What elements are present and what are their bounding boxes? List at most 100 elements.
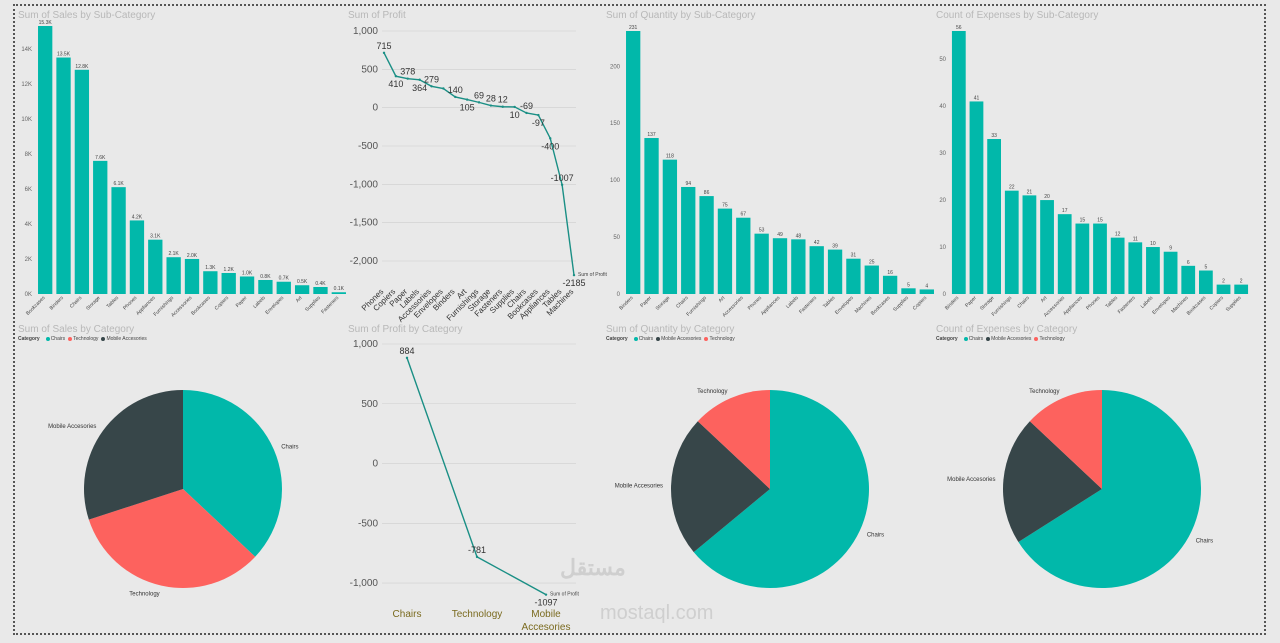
x-category-label: Phones — [747, 295, 764, 312]
bar — [1093, 223, 1107, 294]
data-label: 33 — [991, 133, 997, 139]
panel-sales-by-subcategory[interactable]: Sum of Sales by Sub-Category 0K 2K 4K 6K 8K 1… — [18, 10, 348, 320]
panel-expenses-by-category[interactable]: Count of Expenses by Category Category Ch… — [936, 324, 1256, 624]
pie-slice — [697, 390, 770, 489]
y-tick-label: 4K — [25, 222, 32, 228]
bar — [93, 160, 108, 294]
x-category-label: Phones — [122, 295, 139, 312]
data-label: 94 — [685, 181, 691, 187]
data-label: 378 — [400, 67, 415, 77]
bar — [1234, 284, 1249, 294]
panel-profit-by-category[interactable]: Sum of Profit by Category 1,000 500 0 -500 -… — [348, 324, 588, 634]
data-label: 9 — [1169, 246, 1172, 252]
legend-title: Category — [936, 336, 958, 342]
data-label: 39 — [832, 244, 838, 250]
data-label: 10 — [1150, 241, 1156, 247]
panel-sales-by-category[interactable]: Sum of Sales by Category Category Chairs T… — [18, 324, 348, 624]
chart-title: Sum of Sales by Sub-Category — [18, 10, 156, 21]
data-label: 364 — [412, 83, 427, 93]
data-label: 53 — [759, 228, 765, 234]
data-label: 715 — [376, 41, 391, 51]
pie-slice-label: Technology — [129, 591, 159, 597]
data-label: 42 — [814, 240, 820, 246]
bar — [1075, 223, 1090, 294]
panel-expenses-by-subcategory[interactable]: Count of Expenses by Sub-Category 0 10 20 3… — [936, 10, 1266, 320]
bar — [166, 257, 181, 294]
data-label: 1.3K — [205, 265, 216, 271]
bar — [736, 217, 751, 294]
y-tick-label: 150 — [610, 121, 621, 127]
y-tick-label: 2K — [25, 257, 32, 263]
x-category-label: Chairs — [675, 295, 690, 310]
bar — [699, 196, 714, 294]
x-category-label: Fasteners — [798, 295, 818, 315]
quantity-subcategory-chart: 0 50 100 150 200 231 Binders 137 Paper 118 Storage… — [610, 25, 934, 318]
data-label: 69 — [474, 90, 484, 100]
x-category-label: Storage — [85, 295, 102, 312]
bar — [791, 239, 806, 294]
data-label: 12.8K — [75, 64, 89, 70]
bar — [148, 239, 163, 294]
panel-profit-by-subcategory[interactable]: Sum of Profit 1,000 500 0 -500 -1,000 -1,500 -… — [348, 10, 608, 324]
bar — [901, 288, 916, 294]
x-category-label: Bookcases — [870, 295, 892, 317]
panel-quantity-by-subcategory[interactable]: Sum of Quantity by Sub-Category 0 50 100 15… — [606, 10, 936, 320]
y-tick-label: 14K — [21, 47, 32, 53]
x-category-label: Mobile — [531, 609, 561, 620]
data-label: 0.5K — [297, 279, 308, 285]
legend-item: Mobile Accesories — [661, 336, 702, 342]
bar — [919, 289, 934, 294]
data-label: 12 — [498, 95, 508, 105]
data-label: -1007 — [551, 173, 574, 183]
data-label: -1097 — [534, 598, 557, 608]
x-category-label: Tables — [106, 295, 121, 310]
series-end-label: Sum of Profit — [578, 272, 608, 278]
x-category-label: Chairs — [393, 609, 422, 620]
data-label: 41 — [974, 95, 980, 101]
data-point — [475, 555, 479, 559]
x-category-label: Fasteners — [1117, 295, 1137, 315]
sales-subcategory-chart: 0K 2K 4K 6K 8K 10K 12K 14K 15.3K Bookcases 13.5K Bi… — [21, 20, 346, 318]
bar — [882, 275, 898, 294]
bar — [1216, 284, 1231, 294]
x-category-label: Phones — [1085, 295, 1102, 312]
x-category-label: Tables — [1105, 295, 1120, 310]
x-category-label: Art — [295, 295, 304, 304]
bar — [203, 271, 218, 294]
profit-line-chart: 1,0005000-500-1,000-1,500-2,000715Phones… — [350, 26, 608, 324]
data-label: 21 — [1027, 189, 1033, 195]
pie-slice — [671, 421, 770, 553]
y-tick-label: 12K — [21, 82, 32, 88]
x-category-label: Supplies — [1225, 295, 1243, 313]
data-label: 13.5K — [57, 52, 71, 58]
bar — [827, 249, 843, 294]
pie-slice — [1029, 390, 1102, 489]
legend-title: Category — [18, 336, 40, 342]
x-category-label: Accesories — [522, 622, 571, 633]
bar — [331, 292, 346, 294]
pie-slice — [1003, 421, 1102, 543]
y-tick-label: 40 — [939, 104, 946, 110]
legend-item: Technology — [73, 336, 99, 342]
data-label: 56 — [956, 25, 962, 31]
data-point — [418, 78, 421, 81]
data-label: 5 — [907, 282, 910, 288]
legend-item: Chairs — [50, 336, 66, 342]
bar — [951, 31, 966, 294]
data-label: 6.1K — [113, 181, 124, 187]
data-point — [489, 104, 493, 107]
chart-title: Sum of Profit by Category — [348, 324, 463, 335]
x-category-label: Paper — [639, 295, 653, 309]
expenses-subcategory-chart: 0102030405056Binders41Paper33Storage22Fu… — [939, 25, 1249, 318]
bar — [1163, 251, 1178, 294]
bar — [276, 281, 291, 294]
bar — [294, 285, 310, 294]
y-tick-label: 0 — [617, 292, 621, 298]
y-tick-label: 50 — [613, 235, 620, 241]
data-label: -97 — [532, 118, 545, 128]
watermark-latin: mostaql.com — [600, 602, 714, 624]
data-point — [406, 77, 409, 80]
panel-quantity-by-category[interactable]: Sum of Quantity by Category Category Chai… — [606, 324, 936, 624]
y-tick-label: 8K — [25, 152, 32, 158]
data-label: 10 — [510, 110, 520, 120]
